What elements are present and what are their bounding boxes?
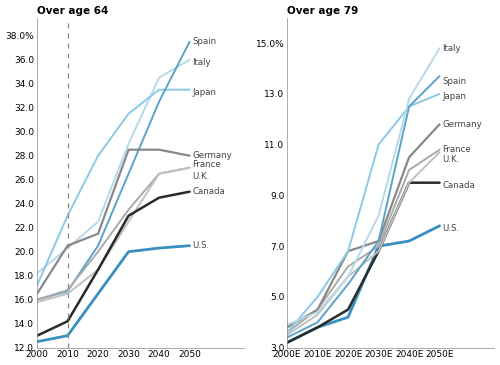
Text: U.K.: U.K. [442, 155, 460, 164]
Text: Japan: Japan [442, 92, 466, 101]
Text: Germany: Germany [442, 120, 482, 129]
Text: Japan: Japan [192, 88, 216, 97]
Text: Canada: Canada [192, 187, 226, 196]
Text: Germany: Germany [192, 151, 232, 160]
Text: Canada: Canada [442, 181, 476, 190]
Text: France: France [192, 160, 222, 169]
Text: Spain: Spain [442, 77, 466, 86]
Text: U.S.: U.S. [442, 224, 460, 233]
Text: France: France [442, 145, 472, 154]
Text: U.S.: U.S. [192, 241, 210, 250]
Text: Italy: Italy [442, 44, 461, 53]
Text: Over age 64: Over age 64 [37, 5, 109, 16]
Text: Spain: Spain [192, 37, 216, 46]
Text: Italy: Italy [192, 58, 211, 67]
Text: U.K.: U.K. [192, 172, 210, 181]
Text: Over age 79: Over age 79 [287, 5, 358, 16]
